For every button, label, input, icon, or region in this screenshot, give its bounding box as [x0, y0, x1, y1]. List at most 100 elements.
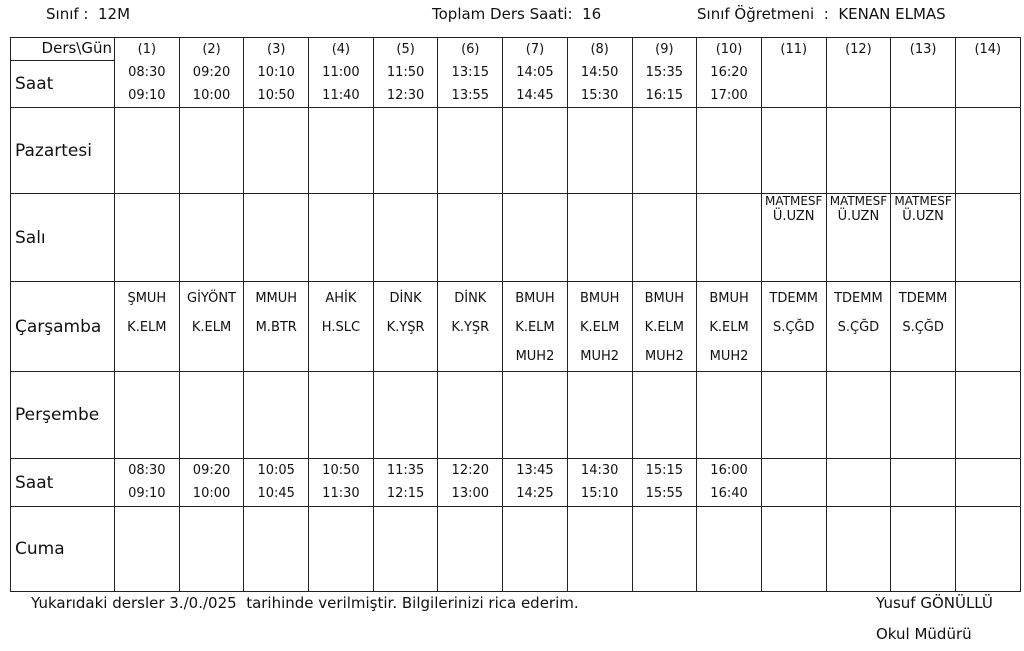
period-end-time: 12:30 — [386, 88, 425, 103]
period-end-time: 16:40 — [710, 486, 748, 501]
period-header-cell: (13) — [890, 37, 956, 108]
day-label: Cuma — [10, 506, 115, 592]
period-header-cell: (4) 11:00 11:40 — [308, 37, 374, 108]
lesson-cell: GİYÖNT K.ELM — [178, 281, 245, 372]
lesson-cell: MATMESF Ü.UZN — [890, 193, 956, 282]
teacher-code: K.ELM — [709, 320, 749, 335]
lesson-code: GİYÖNT — [187, 291, 237, 306]
lesson-cell — [178, 371, 245, 459]
lesson-cell — [114, 371, 180, 459]
lesson-cell — [566, 193, 633, 282]
period-start-time: 10:50 — [322, 463, 360, 478]
period-start-time: 14:05 — [516, 65, 554, 80]
period-header-cell: (3) 10:10 10:50 — [243, 37, 310, 108]
period-start-time: 16:20 — [710, 65, 748, 80]
period-header-cell: (11) — [760, 37, 827, 108]
corner-cell: Ders\Gün — [10, 37, 115, 61]
day-row-pazartesi: Pazartesi — [10, 107, 1021, 194]
lesson-code: BMUH — [515, 291, 555, 306]
room-code: MUH2 — [515, 349, 555, 364]
lesson-code: BMUH — [579, 291, 620, 306]
period-number: (11) — [780, 42, 808, 57]
class-teacher: Sınıf Öğretmeni : KENAN ELMAS — [697, 5, 946, 23]
period-header-cell: (1) 08:30 09:10 — [114, 37, 180, 108]
period-start-time: 12:20 — [451, 463, 490, 478]
lesson-cell: TDEMM S.ÇĞD — [760, 281, 827, 372]
lesson-cell — [308, 107, 374, 194]
lesson-cell: DİNK K.YŞR — [372, 281, 439, 372]
teacher-code: K.ELM — [644, 320, 685, 335]
day-row-persembe: Perşembe — [10, 371, 1021, 459]
teacher-code: K.YŞR — [451, 320, 490, 335]
period-end-time: 14:25 — [516, 486, 554, 501]
saat-label: Saat — [10, 458, 115, 507]
lesson-cell — [437, 506, 504, 592]
friday-time-cell: 14:30 15:10 — [566, 458, 633, 507]
lesson-cell: MATMESF Ü.UZN — [760, 193, 827, 282]
teacher-code: K.ELM — [127, 320, 167, 335]
lesson-cell — [890, 371, 956, 459]
period-number: (1) — [137, 42, 157, 57]
period-end-time: 17:00 — [710, 88, 748, 103]
period-start-time: 11:35 — [386, 463, 425, 478]
lesson-cell — [502, 371, 568, 459]
friday-time-cell: 11:35 12:15 — [372, 458, 439, 507]
lesson-cell: AHİK H.SLC — [308, 281, 374, 372]
lesson-cell: BMUH K.ELM MUH2 — [566, 281, 633, 372]
lesson-cell — [178, 193, 245, 282]
lesson-cell — [954, 506, 1021, 592]
day-row-carsamba: Çarşamba ŞMUH K.ELM GİYÖNT K.ELM MMUH M.BTR AHİ… — [10, 281, 1021, 372]
room-code: MUH2 — [709, 349, 749, 364]
period-start-time: 11:50 — [386, 65, 425, 80]
class-info: Sınıf : 12M — [46, 5, 131, 23]
period-header-cell: (7) 14:05 14:45 — [502, 37, 568, 108]
lesson-cell — [760, 506, 827, 592]
lesson-cell — [308, 193, 374, 282]
lesson-cell: BMUH K.ELM MUH2 — [696, 281, 762, 372]
class-label: Sınıf — [46, 5, 79, 23]
period-header-cell: (10) 16:20 17:00 — [696, 37, 762, 108]
period-end-time: 16:15 — [645, 88, 684, 103]
lesson-code: ŞMUH — [127, 291, 167, 306]
friday-time-cell: 12:20 13:00 — [437, 458, 504, 507]
lesson-cell — [631, 371, 698, 459]
period-start-time: 09:20 — [192, 463, 231, 478]
lesson-cell: ŞMUH K.ELM — [114, 281, 180, 372]
period-start-time: 10:05 — [257, 463, 295, 478]
principal-name: Yusuf GÖNÜLLÜ — [876, 594, 993, 612]
period-number: (3) — [267, 42, 286, 57]
lesson-code: BMUH — [709, 291, 749, 306]
class-value: 12M — [98, 5, 131, 23]
period-header-cell: (12) — [825, 37, 892, 108]
lesson-cell — [243, 506, 310, 592]
lesson-cell — [566, 107, 633, 194]
teacher-code: K.ELM — [515, 320, 555, 335]
lesson-cell — [243, 107, 310, 194]
lesson-cell — [372, 371, 439, 459]
lesson-cell — [372, 506, 439, 592]
period-number: (9) — [655, 42, 674, 57]
period-end-time: 10:00 — [192, 486, 231, 501]
period-start-time: 10:10 — [257, 65, 295, 80]
lesson-cell — [825, 371, 892, 459]
friday-time-cell: 16:00 16:40 — [696, 458, 762, 507]
period-number: (5) — [396, 42, 415, 57]
lesson-cell — [308, 371, 374, 459]
period-end-time: 12:15 — [386, 486, 425, 501]
lesson-code: MATMESF — [894, 194, 952, 208]
period-end-time: 13:55 — [451, 88, 490, 103]
lesson-cell — [437, 107, 504, 194]
lesson-cell — [954, 193, 1021, 282]
lesson-cell — [760, 107, 827, 194]
period-header-cell: (8) 14:50 15:30 — [566, 37, 633, 108]
lesson-cell — [372, 107, 439, 194]
lesson-cell — [631, 506, 698, 592]
lesson-cell: BMUH K.ELM MUH2 — [502, 281, 568, 372]
total-hours-label: Toplam Ders Saati — [432, 5, 568, 23]
lesson-cell — [502, 107, 568, 194]
day-label: Salı — [10, 193, 115, 282]
lesson-code: DİNK — [454, 291, 487, 306]
period-number: (8) — [590, 42, 609, 57]
period-start-time: 14:30 — [580, 463, 619, 478]
lesson-cell: DİNK K.YŞR — [437, 281, 504, 372]
